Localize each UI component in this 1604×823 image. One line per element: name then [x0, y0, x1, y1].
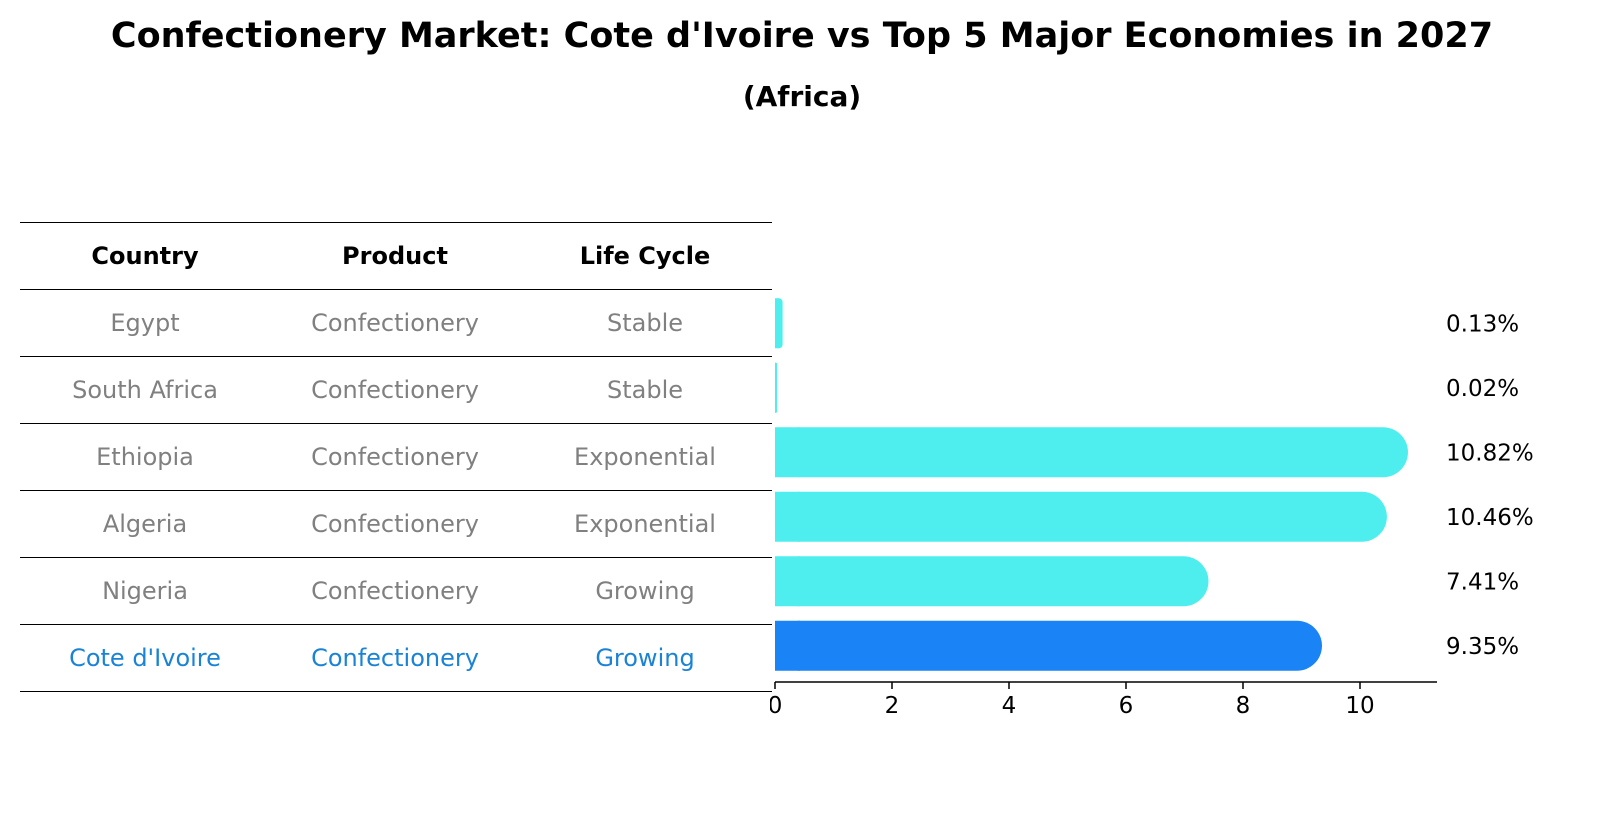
cell-life-cycle: Stable [606, 376, 684, 404]
bar-left-cap [775, 362, 776, 413]
chart-subtitle: (Africa) [742, 80, 862, 113]
x-tick-label: 10 [1345, 693, 1374, 719]
header-life-cycle: Life Cycle [579, 242, 711, 270]
header-product: Product [342, 242, 448, 270]
bar-left-cap [775, 298, 779, 349]
cell-product: Confectionery [311, 443, 479, 471]
bar-left-cap [775, 556, 800, 607]
header-country: Country [91, 242, 199, 270]
value-label: 0.02% [1446, 376, 1519, 402]
table-row: Ethiopia Confectionery Exponential [20, 423, 772, 490]
bar-ethiopia [775, 427, 1408, 478]
cell-product: Confectionery [311, 309, 479, 337]
cell-country: Algeria [102, 510, 188, 538]
x-tick-label: 8 [1236, 693, 1251, 719]
cell-product: Confectionery [311, 577, 479, 605]
table-row: South Africa Confectionery Stable [20, 356, 772, 423]
x-tick-label: 0 [770, 693, 782, 719]
bar-algeria [775, 491, 1387, 542]
cell-country: Cote d'Ivoire [69, 644, 221, 672]
cell-life-cycle: Stable [606, 309, 684, 337]
cell-country: South Africa [72, 376, 218, 404]
data-table: Country Product Life Cycle Egypt Confect… [20, 222, 772, 692]
cell-country: Egypt [110, 309, 180, 337]
cell-product: Confectionery [311, 376, 479, 404]
cell-life-cycle: Growing [595, 577, 695, 605]
cell-product: Confectionery [311, 510, 479, 538]
cell-country: Ethiopia [96, 443, 194, 471]
x-tick-label: 4 [1002, 693, 1017, 719]
table-row: Egypt Confectionery Stable [20, 289, 772, 356]
table-row: Algeria Confectionery Exponential [20, 490, 772, 557]
cell-product: Confectionery [311, 644, 479, 672]
value-label: 0.13% [1446, 311, 1519, 337]
bar-chart: 0.13% 0.02% 10.82% 10.46% 7.41% 9.35% 0 2 4 6 8 10 [770, 298, 1534, 719]
chart-title: Confectionery Market: Cote d'Ivoire vs T… [110, 16, 1494, 56]
value-label: 10.82% [1446, 440, 1534, 466]
value-label: 9.35% [1446, 634, 1519, 660]
bar-left-cap [775, 620, 800, 671]
x-tick-label: 2 [885, 693, 900, 719]
cell-country: Nigeria [102, 577, 188, 605]
value-label: 10.46% [1446, 505, 1534, 531]
bar-left-cap [775, 491, 800, 542]
table-row-highlight: Cote d'Ivoire Confectionery Growing [20, 624, 772, 692]
x-tick-label: 6 [1119, 693, 1134, 719]
table-header-row: Country Product Life Cycle [20, 222, 772, 289]
bar-cote-d-ivoire [775, 620, 1322, 671]
cell-life-cycle: Exponential [574, 510, 716, 538]
bar-nigeria [775, 556, 1209, 607]
bar-left-cap [775, 427, 800, 478]
value-label: 7.41% [1446, 569, 1519, 595]
cell-life-cycle: Exponential [574, 443, 716, 471]
cell-life-cycle: Growing [595, 644, 695, 672]
table-row: Nigeria Confectionery Growing [20, 557, 772, 624]
